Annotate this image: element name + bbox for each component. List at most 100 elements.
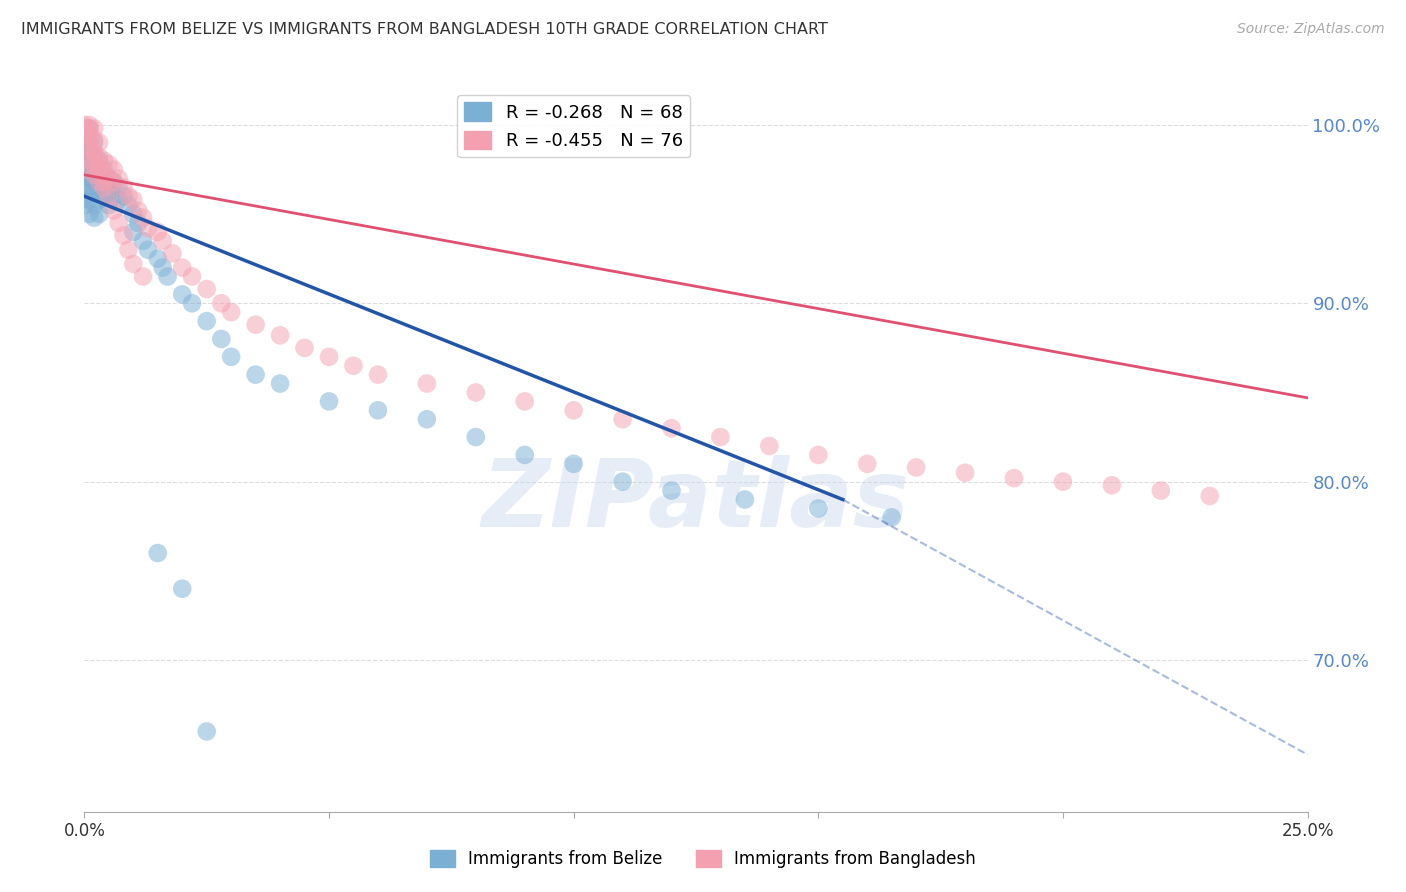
Point — [73, 189, 96, 203]
Point — [93, 153, 115, 168]
Point — [269, 376, 291, 391]
Point — [342, 359, 364, 373]
Point — [661, 421, 683, 435]
Point — [146, 546, 169, 560]
Point — [127, 203, 149, 218]
Point — [93, 175, 115, 189]
Point — [132, 234, 155, 248]
Point — [87, 162, 110, 177]
Point — [880, 510, 903, 524]
Point — [73, 132, 96, 146]
Point — [97, 186, 120, 200]
Point — [107, 193, 129, 207]
Point — [103, 162, 125, 177]
Point — [87, 207, 110, 221]
Point — [758, 439, 780, 453]
Point — [122, 207, 145, 221]
Point — [117, 243, 139, 257]
Point — [73, 145, 96, 159]
Point — [97, 189, 120, 203]
Point — [77, 171, 100, 186]
Point — [77, 139, 100, 153]
Text: ZIPatlas: ZIPatlas — [482, 455, 910, 547]
Point — [77, 180, 100, 194]
Point — [73, 171, 96, 186]
Point — [172, 287, 194, 301]
Point — [318, 350, 340, 364]
Legend: R = -0.268   N = 68, R = -0.455   N = 76: R = -0.268 N = 68, R = -0.455 N = 76 — [457, 95, 690, 157]
Point — [107, 171, 129, 186]
Point — [661, 483, 683, 498]
Point — [245, 318, 267, 332]
Point — [73, 118, 96, 132]
Point — [562, 457, 585, 471]
Point — [103, 175, 125, 189]
Point — [93, 175, 115, 189]
Point — [195, 282, 218, 296]
Point — [807, 448, 830, 462]
Text: Source: ZipAtlas.com: Source: ZipAtlas.com — [1237, 22, 1385, 37]
Point — [209, 296, 232, 310]
Point — [513, 394, 536, 409]
Point — [77, 136, 100, 150]
Point — [112, 189, 135, 203]
Point — [152, 260, 174, 275]
Point — [77, 157, 100, 171]
Point — [87, 193, 110, 207]
Point — [612, 475, 634, 489]
Point — [77, 162, 100, 177]
Point — [181, 269, 204, 284]
Point — [181, 296, 204, 310]
Point — [97, 171, 120, 186]
Point — [734, 492, 756, 507]
Point — [73, 162, 96, 177]
Point — [146, 225, 169, 239]
Point — [107, 216, 129, 230]
Point — [1002, 471, 1025, 485]
Point — [83, 186, 105, 200]
Point — [87, 180, 110, 194]
Point — [856, 457, 879, 471]
Point — [172, 582, 194, 596]
Point — [83, 150, 105, 164]
Point — [93, 189, 115, 203]
Point — [83, 168, 105, 182]
Point — [83, 136, 105, 150]
Legend: Immigrants from Belize, Immigrants from Bangladesh: Immigrants from Belize, Immigrants from … — [423, 843, 983, 875]
Point — [464, 430, 486, 444]
Point — [112, 180, 135, 194]
Point — [83, 145, 105, 159]
Point — [87, 150, 110, 164]
Point — [97, 198, 120, 212]
Point — [83, 121, 105, 136]
Point — [152, 234, 174, 248]
Point — [1150, 483, 1173, 498]
Point — [122, 193, 145, 207]
Point — [416, 376, 439, 391]
Point — [294, 341, 316, 355]
Point — [367, 368, 389, 382]
Point — [172, 260, 194, 275]
Point — [132, 211, 155, 225]
Point — [97, 171, 120, 186]
Point — [905, 460, 928, 475]
Point — [127, 216, 149, 230]
Point — [83, 198, 105, 212]
Point — [77, 145, 100, 159]
Point — [146, 252, 169, 266]
Point — [209, 332, 232, 346]
Point — [77, 136, 100, 150]
Point — [136, 221, 159, 235]
Point — [269, 328, 291, 343]
Point — [87, 153, 110, 168]
Point — [73, 198, 96, 212]
Point — [83, 211, 105, 225]
Point — [73, 136, 96, 150]
Point — [117, 189, 139, 203]
Point — [1052, 475, 1074, 489]
Point — [513, 448, 536, 462]
Point — [77, 118, 100, 132]
Point — [73, 127, 96, 141]
Point — [195, 314, 218, 328]
Point — [103, 189, 125, 203]
